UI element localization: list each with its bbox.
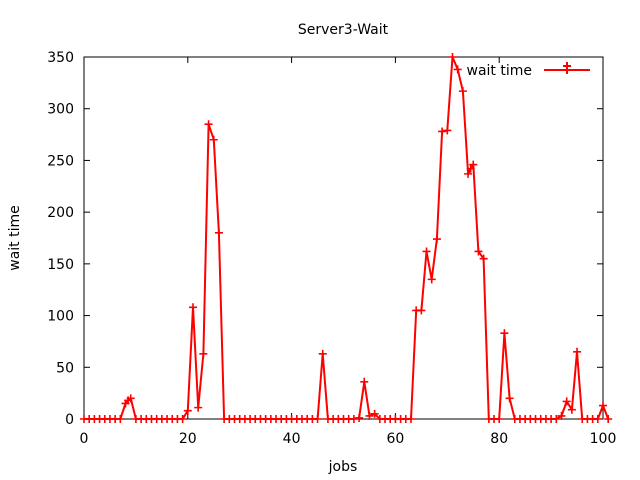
data-point bbox=[194, 403, 203, 412]
data-point bbox=[349, 415, 358, 423]
plot-frame bbox=[83, 56, 604, 420]
data-point bbox=[116, 415, 125, 423]
y-tick-label: 0 bbox=[65, 412, 74, 428]
data-point bbox=[360, 377, 369, 386]
data-point bbox=[567, 405, 576, 414]
data-point bbox=[458, 87, 467, 96]
data-point bbox=[557, 411, 566, 420]
data-point bbox=[204, 120, 213, 129]
y-tick-label: 200 bbox=[47, 205, 74, 221]
data-point bbox=[469, 160, 478, 169]
data-point bbox=[422, 247, 431, 256]
axis-ticks: 0 20 40 60 80 100 0 50 100 150 200 250 300 350 bbox=[47, 50, 616, 447]
y-tick-label: 50 bbox=[56, 360, 74, 376]
data-point bbox=[406, 415, 415, 423]
data-point bbox=[448, 53, 457, 61]
y-tick-label: 350 bbox=[47, 50, 74, 66]
data-point bbox=[505, 394, 514, 403]
data-point bbox=[438, 127, 447, 136]
y-tick-label: 150 bbox=[47, 257, 74, 273]
y-tick-label: 300 bbox=[47, 102, 74, 118]
chart-title: Server3-Wait bbox=[298, 22, 389, 38]
data-point bbox=[313, 415, 322, 423]
data-point bbox=[495, 415, 504, 423]
data-point bbox=[479, 254, 488, 263]
data-point bbox=[466, 164, 475, 173]
y-tick-label: 100 bbox=[47, 309, 74, 325]
data-point bbox=[355, 413, 364, 422]
x-tick-label: 60 bbox=[386, 431, 404, 447]
data-point bbox=[552, 415, 561, 423]
y-axis-label: wait time bbox=[7, 205, 23, 271]
y-tick-label: 250 bbox=[47, 153, 74, 169]
data-point bbox=[474, 247, 483, 256]
data-point bbox=[500, 329, 509, 338]
data-point bbox=[126, 394, 135, 403]
data-point bbox=[199, 349, 208, 358]
data-point bbox=[562, 397, 571, 406]
x-tick-label: 40 bbox=[283, 431, 301, 447]
data-point bbox=[573, 347, 582, 356]
x-tick-label: 80 bbox=[490, 431, 508, 447]
data-point bbox=[417, 306, 426, 315]
data-point bbox=[188, 303, 197, 312]
data-point bbox=[178, 415, 187, 423]
data-point bbox=[365, 411, 374, 420]
data-point bbox=[183, 406, 192, 415]
data-point bbox=[443, 126, 452, 135]
legend-label: wait time bbox=[467, 63, 533, 79]
x-tick-label: 20 bbox=[179, 431, 197, 447]
data-point bbox=[318, 349, 327, 358]
legend: wait time bbox=[467, 62, 590, 79]
data-point bbox=[209, 135, 218, 144]
data-point bbox=[599, 401, 607, 410]
x-tick-label: 0 bbox=[80, 431, 89, 447]
series-line bbox=[84, 56, 610, 420]
data-point bbox=[604, 415, 613, 423]
data-point bbox=[593, 415, 602, 423]
series-group bbox=[80, 53, 613, 423]
data-point bbox=[464, 169, 473, 178]
legend-marker bbox=[563, 62, 571, 74]
data-point bbox=[432, 235, 441, 244]
x-tick-label: 100 bbox=[590, 431, 617, 447]
data-point bbox=[214, 228, 223, 237]
data-point bbox=[427, 275, 436, 284]
x-axis-label: jobs bbox=[328, 459, 358, 475]
data-point bbox=[370, 409, 379, 418]
data-point bbox=[453, 65, 462, 74]
